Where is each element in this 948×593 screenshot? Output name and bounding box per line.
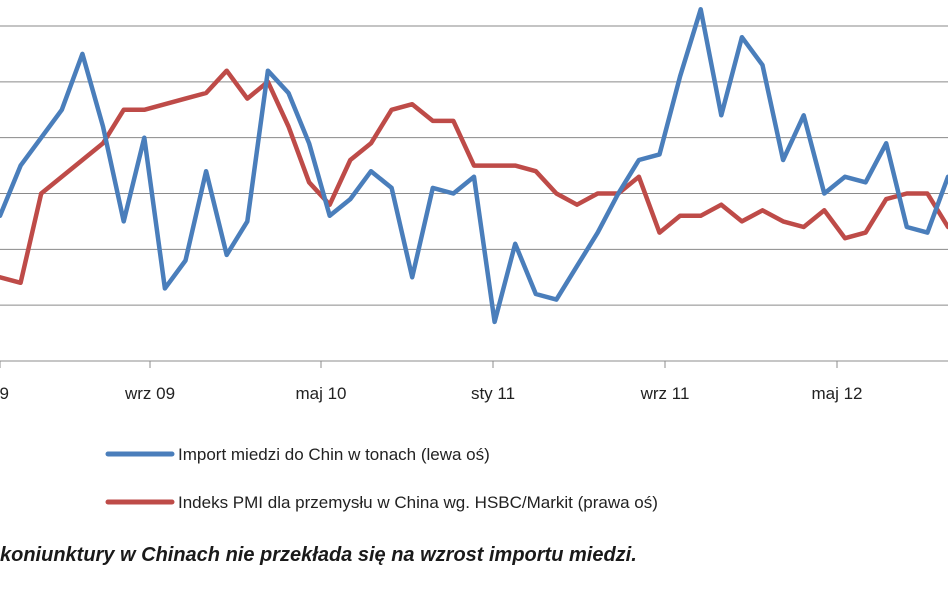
x-tick-label: wrz 09 — [124, 384, 175, 403]
x-tick-label: 9 — [0, 384, 9, 403]
legend-label: Import miedzi do Chin w tonach (lewa oś) — [178, 445, 490, 464]
x-tick-label: sty 11 — [471, 384, 515, 403]
series-line-pmi — [0, 68, 948, 286]
x-axis: 9 wrz 09 maj 10 sty 11 wrz 11 maj 12 — [0, 361, 863, 403]
line-chart: 9 wrz 09 maj 10 sty 11 wrz 11 maj 12 Import m… — [0, 7, 948, 512]
figure-caption: koniunktury w Chinach nie przekłada się … — [0, 544, 637, 566]
legend-label: Indeks PMI dla przemysłu w China wg. HSB… — [178, 493, 658, 512]
gridlines — [0, 25, 948, 362]
x-tick-label: wrz 11 — [640, 384, 690, 403]
x-tick-label: maj 10 — [295, 384, 346, 403]
series-lines — [0, 7, 948, 325]
x-tick-label: maj 12 — [811, 384, 862, 403]
series-line-import — [0, 7, 948, 325]
legend: Import miedzi do Chin w tonach (lewa oś)… — [105, 445, 658, 512]
